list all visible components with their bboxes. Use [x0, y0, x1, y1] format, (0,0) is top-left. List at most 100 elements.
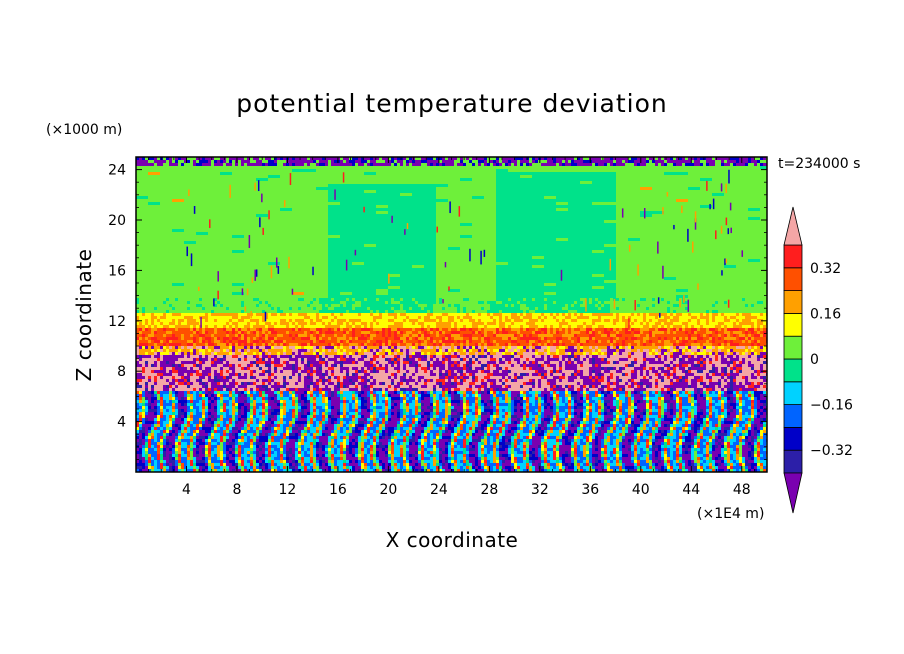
contour-cell: [316, 262, 329, 266]
contour-cell: [148, 178, 161, 182]
contour-cell: [316, 316, 320, 320]
contour-cell: [760, 238, 768, 242]
contour-cell: [235, 316, 239, 320]
contour-cell: [436, 310, 440, 314]
contour-cell: [532, 271, 545, 275]
contour-cell: [424, 238, 437, 242]
contour-cell: [664, 316, 668, 320]
contour-cell: [652, 220, 665, 224]
contour-cell: [460, 259, 473, 263]
contour-cell: [316, 265, 329, 269]
contour-cell: [553, 160, 557, 164]
contour-cell: [340, 241, 353, 245]
contour-cell: [520, 184, 533, 188]
contour-cell: [532, 223, 545, 227]
contour-cell: [544, 244, 557, 248]
contour-cell: [763, 316, 767, 320]
contour-cell: [676, 298, 680, 302]
contour-cell: [550, 313, 554, 317]
contour-cell: [379, 319, 383, 323]
contour-cell: [322, 304, 326, 308]
contour-cell: [364, 244, 377, 248]
contour-cell: [463, 157, 467, 161]
contour-cell: [352, 319, 356, 323]
contour-cell: [592, 214, 605, 218]
contour-cell: [487, 160, 491, 164]
contour-cell: [244, 211, 257, 215]
contour-cell: [352, 241, 365, 245]
contour-cell: [337, 304, 341, 308]
contour-cell: [313, 163, 317, 167]
contour-cell: [148, 181, 161, 185]
contour-cell: [358, 319, 362, 323]
contour-cell: [358, 301, 362, 305]
contour-cell: [193, 319, 197, 323]
contour-cell: [544, 178, 557, 182]
contour-cell: [388, 184, 401, 188]
contour-cell: [436, 316, 440, 320]
contour-cell: [700, 313, 704, 317]
contour-cell: [637, 310, 641, 314]
contour-cell: [592, 307, 596, 311]
contour-cell: [496, 319, 500, 323]
contour-cell: [565, 322, 569, 326]
contour-cell: [427, 319, 431, 323]
contour-cell: [376, 172, 389, 176]
contour-cell: [172, 190, 185, 194]
contour-cell: [436, 223, 449, 227]
contour-cell: [562, 319, 566, 323]
contour-cell: [529, 322, 533, 326]
contour-cell: [304, 205, 317, 209]
contour-cell: [493, 316, 497, 320]
contour-cell: [253, 304, 257, 308]
contour-cell: [232, 238, 245, 242]
contour-cell: [412, 250, 425, 254]
contour-cell: [364, 202, 377, 206]
contour-cell: [580, 178, 593, 182]
contour-cell: [595, 163, 599, 167]
contour-cell: [436, 271, 449, 275]
contour-cell: [268, 259, 281, 263]
contour-cell: [664, 187, 677, 191]
contour-cell: [448, 271, 461, 275]
contour-cell: [280, 235, 293, 239]
contour-cell: [193, 325, 197, 329]
contour-cell: [520, 190, 533, 194]
contour-cell: [709, 322, 713, 326]
contour-cell: [496, 160, 500, 164]
contour-cell: [364, 163, 368, 167]
contour-cell: [340, 214, 353, 218]
contour-cell: [595, 304, 599, 308]
contour-cell: [544, 274, 557, 278]
contour-cell: [373, 163, 377, 167]
contour-cell: [424, 166, 437, 170]
contour-cell: [682, 304, 686, 308]
contour-cell: [148, 247, 161, 251]
contour-cell: [292, 280, 305, 284]
contour-cell: [556, 301, 560, 305]
contour-cell: [367, 310, 371, 314]
contour-cell: [583, 310, 587, 314]
contour-cell: [304, 238, 317, 242]
contour-cell: [700, 157, 704, 161]
contour-cell: [736, 274, 749, 278]
contour-cell: [724, 295, 737, 299]
contour-cell: [571, 157, 575, 161]
contour-cell: [361, 160, 365, 164]
contour-cell: [556, 277, 569, 281]
contour-cell: [628, 268, 641, 272]
contour-cell: [328, 265, 341, 269]
contour-cell: [334, 322, 338, 326]
contour-cell: [172, 172, 185, 176]
contour-cell: [592, 292, 605, 296]
contour-cell: [700, 283, 713, 287]
contour-cell: [556, 295, 569, 299]
contour-cell: [226, 307, 230, 311]
contour-cell: [409, 325, 413, 329]
contour-cell: [460, 313, 464, 317]
contour-cell: [379, 310, 383, 314]
contour-cell: [343, 163, 347, 167]
contour-cell: [448, 325, 452, 329]
contour-cell: [343, 325, 347, 329]
contour-cell: [520, 157, 524, 161]
